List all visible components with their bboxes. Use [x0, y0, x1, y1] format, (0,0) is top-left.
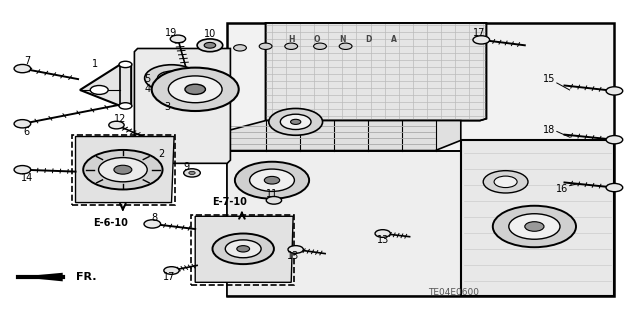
Text: 9: 9: [184, 161, 190, 172]
Circle shape: [170, 35, 186, 43]
Text: D: D: [365, 35, 371, 44]
Circle shape: [259, 43, 272, 49]
Circle shape: [234, 45, 246, 51]
Circle shape: [114, 165, 132, 174]
Text: 18: 18: [543, 125, 556, 135]
Polygon shape: [227, 121, 461, 151]
Circle shape: [269, 108, 323, 135]
Circle shape: [314, 43, 326, 49]
Polygon shape: [227, 23, 614, 296]
Circle shape: [14, 64, 31, 73]
Text: H: H: [288, 35, 294, 44]
Circle shape: [204, 42, 216, 48]
Text: 16: 16: [556, 184, 568, 194]
Circle shape: [168, 76, 222, 103]
Text: O: O: [314, 35, 320, 44]
Circle shape: [493, 206, 576, 247]
Circle shape: [266, 197, 282, 204]
Circle shape: [339, 43, 352, 49]
Text: 17: 17: [472, 27, 485, 38]
Polygon shape: [134, 48, 230, 163]
Text: 10: 10: [204, 29, 216, 40]
Circle shape: [119, 103, 132, 109]
Text: E-6-10: E-6-10: [93, 218, 127, 228]
Circle shape: [83, 150, 163, 189]
Text: 7: 7: [24, 56, 30, 66]
Circle shape: [473, 36, 490, 44]
Circle shape: [525, 222, 544, 231]
Text: N: N: [339, 35, 346, 44]
Polygon shape: [80, 64, 131, 106]
Circle shape: [212, 234, 274, 264]
Circle shape: [144, 220, 161, 228]
Circle shape: [375, 230, 390, 237]
Circle shape: [250, 169, 294, 191]
Circle shape: [288, 246, 303, 253]
Circle shape: [494, 176, 517, 188]
Text: 11: 11: [266, 189, 278, 199]
Circle shape: [157, 71, 186, 85]
Text: 4: 4: [144, 84, 150, 94]
Text: 6: 6: [24, 127, 30, 137]
Text: 14: 14: [20, 173, 33, 183]
Circle shape: [14, 166, 31, 174]
Circle shape: [606, 87, 623, 95]
Circle shape: [145, 65, 198, 92]
Text: A: A: [390, 35, 397, 44]
Text: FR.: FR.: [76, 272, 96, 282]
Circle shape: [184, 169, 200, 177]
Circle shape: [285, 43, 298, 49]
Text: 3: 3: [164, 102, 171, 112]
Circle shape: [235, 162, 309, 199]
Circle shape: [483, 171, 528, 193]
Circle shape: [152, 68, 239, 111]
Text: 8: 8: [152, 212, 158, 223]
Text: 12: 12: [114, 114, 127, 124]
Circle shape: [606, 183, 623, 192]
Text: 1: 1: [92, 59, 98, 69]
Polygon shape: [461, 140, 614, 296]
Circle shape: [90, 85, 108, 94]
Text: 13: 13: [376, 235, 389, 245]
Circle shape: [291, 119, 301, 124]
Circle shape: [237, 246, 250, 252]
Text: 17: 17: [163, 272, 176, 282]
Circle shape: [109, 121, 124, 129]
Polygon shape: [76, 137, 174, 203]
Text: 15: 15: [543, 74, 556, 84]
Polygon shape: [227, 151, 461, 296]
Text: TE04E0600: TE04E0600: [428, 288, 479, 297]
Text: 13: 13: [287, 251, 300, 261]
Circle shape: [264, 176, 280, 184]
Circle shape: [166, 76, 177, 81]
Circle shape: [606, 136, 623, 144]
Polygon shape: [18, 273, 63, 281]
Polygon shape: [266, 23, 486, 121]
Circle shape: [189, 171, 195, 174]
Circle shape: [99, 158, 147, 182]
Polygon shape: [195, 216, 293, 282]
Text: 2: 2: [158, 149, 164, 159]
Circle shape: [280, 114, 311, 130]
Circle shape: [185, 84, 205, 94]
Text: E-7-10: E-7-10: [212, 197, 246, 207]
Circle shape: [197, 39, 223, 52]
Circle shape: [119, 61, 132, 68]
Text: 5: 5: [144, 74, 150, 84]
Circle shape: [509, 214, 560, 239]
Circle shape: [164, 267, 179, 274]
Circle shape: [225, 240, 261, 258]
Text: 19: 19: [165, 27, 178, 38]
Circle shape: [14, 120, 31, 128]
